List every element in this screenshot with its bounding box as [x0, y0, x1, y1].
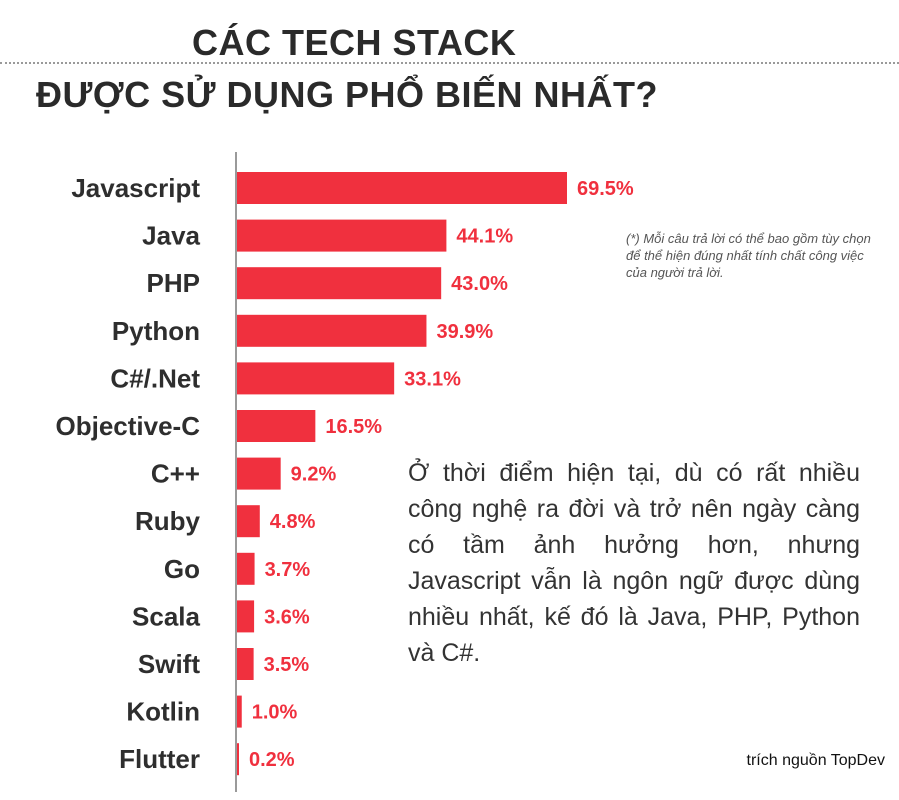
bar-objective-c [237, 410, 316, 442]
category-label: Scala [132, 601, 200, 631]
bar-go [237, 552, 255, 585]
value-label: 3.6% [264, 606, 310, 628]
category-label: Objective-C [56, 411, 201, 441]
value-label: 4.8% [270, 511, 316, 533]
bar-python [237, 314, 427, 347]
category-label: Ruby [135, 506, 201, 536]
category-label: C#/.Net [110, 363, 200, 393]
category-label: Kotlin [126, 697, 200, 727]
category-label: PHP [147, 268, 200, 298]
category-label: Java [142, 221, 200, 251]
bar-javascript [237, 172, 567, 204]
value-label: 69.5% [577, 178, 634, 200]
title-divider [0, 62, 899, 64]
footnote: (*) Mỗi câu trả lời có thể bao gồm tùy c… [626, 231, 871, 280]
value-label: 16.5% [325, 416, 382, 438]
bar-swift [237, 648, 254, 680]
value-label: 44.1% [456, 226, 513, 248]
bar-ruby [237, 505, 260, 538]
category-label: Javascript [71, 173, 200, 203]
category-label: Swift [138, 649, 200, 679]
value-label: 43.0% [451, 273, 508, 295]
chart-title-line-2: ĐƯỢC SỬ DỤNG PHỔ BIẾN NHẤT? [36, 74, 658, 115]
bar-flutter [237, 743, 239, 776]
value-label: 9.2% [291, 464, 337, 486]
bar-kotlin [237, 695, 242, 728]
value-label: 33.1% [404, 368, 461, 390]
chart-title-line-1: CÁC TECH STACK [192, 22, 517, 63]
category-label: Go [164, 554, 200, 584]
summary-paragraph: Ở thời điểm hiện tại, dù có rất nhiều cô… [408, 459, 860, 667]
value-label: 39.9% [436, 321, 493, 343]
bar-php [237, 267, 442, 300]
value-label: 1.0% [252, 702, 298, 724]
value-label: 0.2% [249, 749, 295, 771]
bar-c-net [237, 362, 395, 395]
value-label: 3.5% [264, 654, 310, 676]
category-label: C++ [151, 459, 200, 489]
bar-scala [237, 600, 255, 633]
bar-c- [237, 457, 281, 490]
source-credit: trích nguồn TopDev [746, 752, 885, 769]
value-label: 3.7% [265, 559, 311, 581]
category-label: Python [112, 316, 200, 346]
bar-java [237, 219, 447, 252]
category-label: Flutter [119, 744, 200, 774]
